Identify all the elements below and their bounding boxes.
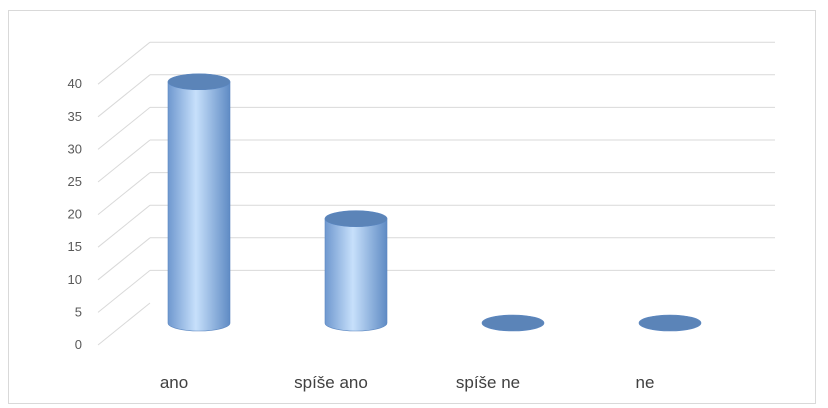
gridline-depth-6: [97, 107, 151, 150]
bar-top: [324, 210, 388, 227]
bar-1: [324, 210, 388, 332]
x-axis-categories: ano spíše ano spíše ne ne: [160, 373, 655, 392]
chart-frame: [8, 10, 816, 404]
y-tick-label: 5: [75, 304, 82, 319]
y-tick-label: 35: [68, 109, 82, 124]
bar-2: [481, 314, 545, 332]
category-label: ne: [636, 373, 655, 392]
bar-top: [167, 73, 231, 91]
gridline-depth-1: [97, 270, 151, 313]
bar-top: [481, 314, 545, 332]
y-tick-label: 10: [68, 272, 82, 287]
y-tick-label: 30: [68, 141, 82, 156]
gridline-depth-0: [97, 302, 151, 346]
y-tick-label: 15: [68, 239, 82, 254]
gridline-depth-8: [97, 41, 151, 85]
gridline-depth-5: [97, 139, 151, 183]
gridline-depth-3: [97, 204, 151, 248]
gridline-depth-2: [97, 237, 151, 281]
y-axis-ticks: 0 5 10 15 20 25 30 35 40: [68, 76, 82, 352]
grid-lines: [97, 41, 775, 346]
y-tick-label: 20: [68, 207, 82, 222]
y-tick-label: 0: [75, 337, 82, 352]
gridline-depth-7: [97, 74, 151, 118]
category-label: ano: [160, 373, 188, 392]
category-label: spíše ano: [294, 373, 368, 392]
bars: [167, 73, 702, 332]
gridline-depth-4: [97, 172, 151, 215]
y-tick-label: 40: [68, 76, 82, 91]
category-label: spíše ne: [456, 373, 520, 392]
bar-body: [324, 218, 388, 332]
bar-body: [167, 81, 231, 332]
bar-0: [167, 73, 231, 332]
y-tick-label: 25: [68, 174, 82, 189]
bar-top: [638, 314, 702, 332]
bar-3: [638, 314, 702, 332]
